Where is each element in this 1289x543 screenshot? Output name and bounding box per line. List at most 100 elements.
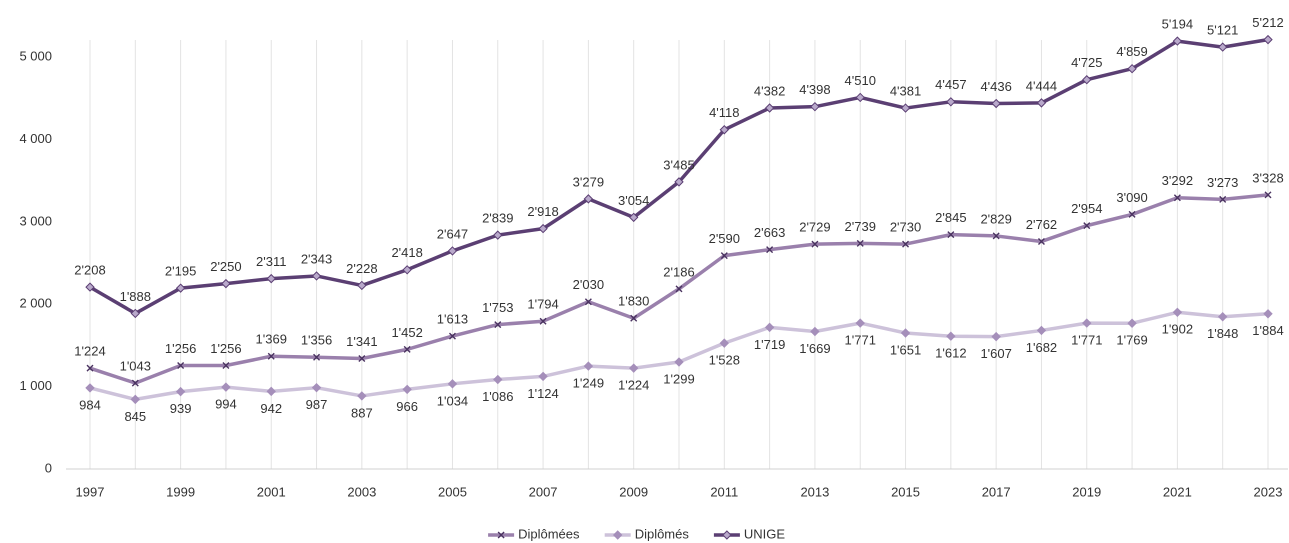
x-tick-label: 2015 <box>891 484 920 499</box>
data-label: 2'250 <box>210 259 241 274</box>
data-label: 4'725 <box>1071 55 1102 70</box>
data-label: 1'528 <box>709 353 740 368</box>
marker <box>1083 222 1091 230</box>
data-label: 1'224 <box>618 378 649 393</box>
data-label: 1'256 <box>210 341 241 356</box>
x-tick-label: 2023 <box>1254 484 1283 499</box>
data-label: 4'436 <box>980 79 1011 94</box>
marker <box>720 252 728 260</box>
data-label: 1'612 <box>935 346 966 361</box>
data-label: 4'457 <box>935 77 966 92</box>
data-label: 2'186 <box>663 264 694 279</box>
x-tick-label: 2011 <box>710 484 738 499</box>
data-label: 4'444 <box>1026 78 1057 93</box>
marker <box>493 230 503 240</box>
marker <box>130 308 141 319</box>
data-label: 2'918 <box>527 204 558 219</box>
marker <box>900 328 911 338</box>
legend-label: Diplômés <box>635 526 690 541</box>
data-label: 2'845 <box>935 210 966 225</box>
data-label: 2'208 <box>74 263 105 278</box>
marker <box>674 357 684 367</box>
marker <box>266 273 276 284</box>
x-tick-label: 2017 <box>982 484 1011 499</box>
x-tick-label: 2001 <box>257 484 286 499</box>
data-label: 1'848 <box>1207 326 1238 341</box>
data-label: 2'195 <box>165 264 196 279</box>
data-label: 4'859 <box>1116 44 1147 59</box>
marker <box>221 382 231 392</box>
data-label: 5'212 <box>1252 15 1283 30</box>
marker <box>539 317 547 325</box>
data-label: 2'729 <box>799 220 830 235</box>
data-label: 3'292 <box>1162 173 1193 188</box>
data-label: 994 <box>215 397 237 412</box>
marker <box>357 391 367 401</box>
data-label: 1'369 <box>256 332 287 347</box>
data-label: 2'954 <box>1071 201 1102 216</box>
marker <box>403 345 411 353</box>
marker <box>584 298 592 306</box>
data-label: 2'228 <box>346 261 377 276</box>
marker <box>810 101 820 112</box>
marker <box>628 363 639 373</box>
marker <box>764 322 775 333</box>
x-tick-label: 2013 <box>800 484 829 499</box>
data-label: 1'043 <box>120 359 151 374</box>
data-label: 1'884 <box>1252 323 1283 338</box>
marker <box>1082 318 1092 328</box>
marker <box>222 362 230 370</box>
data-label: 1'452 <box>391 325 422 340</box>
data-label: 966 <box>396 399 418 414</box>
data-label: 3'090 <box>1116 190 1147 205</box>
marker <box>810 326 820 337</box>
data-label: 1'753 <box>482 300 513 315</box>
marker <box>1127 63 1137 74</box>
marker <box>85 282 95 292</box>
x-tick-label: 2019 <box>1072 484 1101 499</box>
marker <box>1172 36 1183 46</box>
marker <box>1263 34 1273 45</box>
data-label: 3'279 <box>573 174 604 189</box>
data-label: 2'730 <box>890 220 921 235</box>
marker <box>1172 307 1183 318</box>
data-label: 2'343 <box>301 251 332 266</box>
data-label: 845 <box>124 409 146 424</box>
data-label: 4'398 <box>799 82 830 97</box>
marker <box>538 371 548 382</box>
marker <box>177 362 185 370</box>
marker <box>855 318 865 328</box>
data-label: 2'647 <box>437 226 468 241</box>
marker <box>1219 195 1227 203</box>
legend-label: UNIGE <box>744 526 786 541</box>
data-label: 1'771 <box>1071 333 1102 348</box>
data-label: 4'381 <box>890 84 921 99</box>
marker <box>856 239 864 247</box>
data-label: 939 <box>170 401 192 416</box>
marker <box>130 394 141 405</box>
data-label: 1'719 <box>754 337 785 352</box>
marker <box>719 125 730 135</box>
data-label: 1'341 <box>346 334 377 349</box>
marker <box>221 278 231 289</box>
y-tick-label: 4 000 <box>19 131 52 146</box>
data-label: 1'613 <box>437 312 468 327</box>
marker <box>538 223 548 234</box>
marker <box>493 374 503 385</box>
x-tick-label: 2003 <box>347 484 376 499</box>
data-label: 2'590 <box>709 231 740 246</box>
data-label: 1'086 <box>482 389 513 404</box>
data-label: 2'739 <box>845 219 876 234</box>
marker <box>946 331 956 341</box>
data-label: 2'839 <box>482 211 513 226</box>
x-tick-label: 1999 <box>166 484 195 499</box>
data-label: 3'054 <box>618 193 649 208</box>
data-label: 1'771 <box>845 333 876 348</box>
marker <box>175 283 186 293</box>
marker <box>447 379 458 389</box>
legend-marker <box>612 530 623 540</box>
marker <box>86 364 94 372</box>
marker <box>1036 325 1047 336</box>
data-label: 4'118 <box>709 105 739 120</box>
marker <box>764 103 775 113</box>
